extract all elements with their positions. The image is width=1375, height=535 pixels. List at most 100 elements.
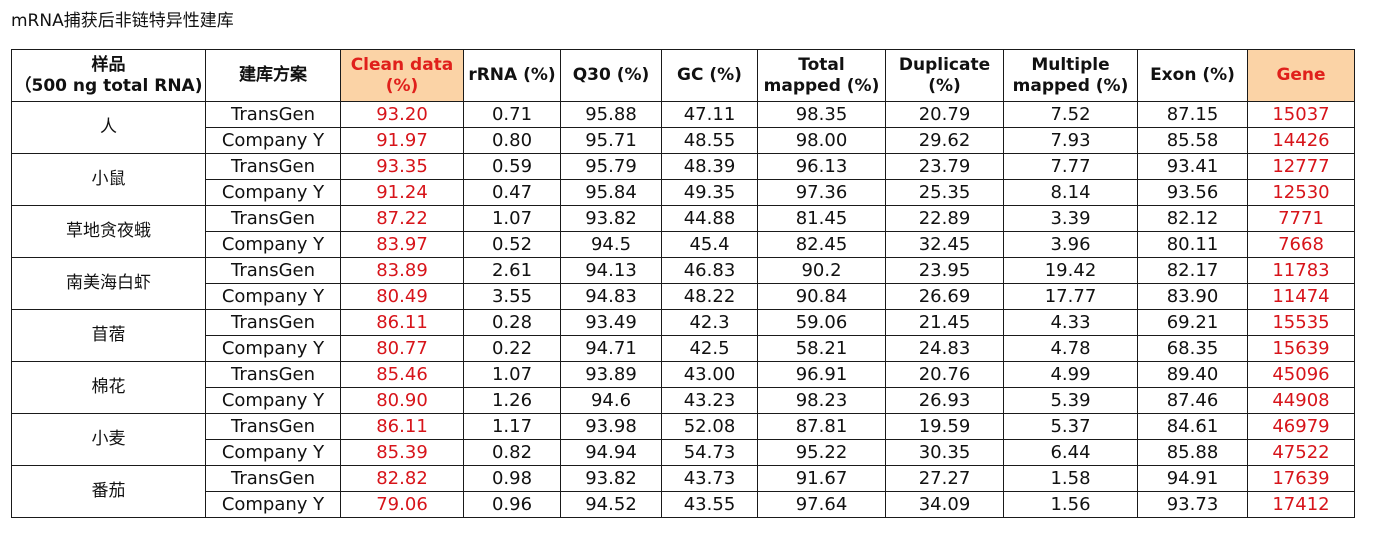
clean-data-cell: 80.90 bbox=[340, 387, 464, 414]
scheme-cell: Company Y bbox=[205, 179, 341, 206]
scheme-cell: TransGen bbox=[205, 413, 341, 440]
header-exon: Exon (%) bbox=[1137, 49, 1248, 102]
exon-cell: 94.91 bbox=[1137, 465, 1248, 492]
duplicate-cell: 26.93 bbox=[885, 387, 1004, 414]
header-gc: GC (%) bbox=[661, 49, 758, 102]
clean-data-cell: 82.82 bbox=[340, 465, 464, 492]
scheme-cell: Company Y bbox=[205, 335, 341, 362]
exon-cell: 93.73 bbox=[1137, 491, 1248, 518]
header-clean-data: Clean data (%) bbox=[340, 49, 464, 102]
q30-cell: 94.5 bbox=[560, 231, 662, 258]
rrna-cell: 0.59 bbox=[463, 153, 561, 180]
exon-cell: 82.17 bbox=[1137, 257, 1248, 284]
gene-cell: 11474 bbox=[1247, 283, 1355, 310]
scheme-cell: TransGen bbox=[205, 361, 341, 388]
rrna-cell: 0.82 bbox=[463, 439, 561, 466]
gc-cell: 54.73 bbox=[661, 439, 758, 466]
scheme-cell: TransGen bbox=[205, 465, 341, 492]
clean-data-cell: 80.77 bbox=[340, 335, 464, 362]
table-row: 草地贪夜蛾 TransGen 87.22 1.07 93.82 44.88 81.45 22.… bbox=[11, 205, 1355, 258]
clean-data-cell: 87.22 bbox=[340, 205, 464, 232]
exon-cell: 93.41 bbox=[1137, 153, 1248, 180]
rrna-cell: 1.17 bbox=[463, 413, 561, 440]
total-mapped-cell: 95.22 bbox=[757, 439, 886, 466]
rrna-cell: 0.52 bbox=[463, 231, 561, 258]
header-dup-line-1: Duplicate bbox=[898, 54, 991, 75]
clean-data-cell: 83.97 bbox=[340, 231, 464, 258]
total-mapped-cell: 87.81 bbox=[757, 413, 886, 440]
header-row: 样品 （500 ng total RNA) 建库方案 Clean data (%… bbox=[11, 49, 1355, 102]
table-row: 苜蓿 TransGen 86.11 0.28 93.49 42.3 59.06 21.45 4.… bbox=[11, 309, 1355, 362]
total-mapped-cell: 98.00 bbox=[757, 127, 886, 154]
gc-cell: 45.4 bbox=[661, 231, 758, 258]
table-row: Company Y 79.06 0.96 94.52 43.55 97.64 34.09 1.… bbox=[12, 491, 1355, 518]
duplicate-cell: 27.27 bbox=[885, 465, 1004, 492]
clean-data-cell: 91.24 bbox=[340, 179, 464, 206]
exon-cell: 87.46 bbox=[1137, 387, 1248, 414]
species-cell: 小鼠 bbox=[11, 153, 206, 206]
scheme-cell: TransGen bbox=[205, 309, 341, 336]
duplicate-cell: 20.79 bbox=[885, 101, 1004, 128]
clean-data-cell: 93.35 bbox=[340, 153, 464, 180]
header-total-mapped: Total mapped (%) bbox=[757, 49, 886, 102]
scheme-cell: Company Y bbox=[205, 387, 341, 414]
total-mapped-cell: 98.35 bbox=[757, 101, 886, 128]
header-q30: Q30 (%) bbox=[560, 49, 662, 102]
header-total-line-1: Total bbox=[798, 54, 845, 75]
multiple-mapped-cell: 1.56 bbox=[1003, 491, 1138, 518]
clean-data-cell: 93.20 bbox=[340, 101, 464, 128]
exon-cell: 68.35 bbox=[1137, 335, 1248, 362]
gc-cell: 42.3 bbox=[661, 309, 758, 336]
duplicate-cell: 21.45 bbox=[885, 309, 1004, 336]
scheme-cell: TransGen bbox=[205, 205, 341, 232]
gc-cell: 48.55 bbox=[661, 127, 758, 154]
header-clean-line-1: Clean data bbox=[350, 54, 454, 75]
rrna-cell: 0.96 bbox=[463, 491, 561, 518]
header-dup-line-2: (%) bbox=[928, 75, 961, 96]
species-cell: 棉花 bbox=[11, 361, 206, 414]
gc-cell: 43.73 bbox=[661, 465, 758, 492]
scheme-cell: Company Y bbox=[205, 127, 341, 154]
multiple-mapped-cell: 5.37 bbox=[1003, 413, 1138, 440]
exon-cell: 87.15 bbox=[1137, 101, 1248, 128]
scheme-cell: Company Y bbox=[205, 231, 341, 258]
species-cell: 小麦 bbox=[11, 413, 206, 466]
gene-cell: 14426 bbox=[1247, 127, 1355, 154]
exon-cell: 83.90 bbox=[1137, 283, 1248, 310]
gc-cell: 44.88 bbox=[661, 205, 758, 232]
multiple-mapped-cell: 19.42 bbox=[1003, 257, 1138, 284]
exon-cell: 80.11 bbox=[1137, 231, 1248, 258]
gene-cell: 15037 bbox=[1247, 101, 1355, 128]
clean-data-cell: 83.89 bbox=[340, 257, 464, 284]
exon-cell: 84.61 bbox=[1137, 413, 1248, 440]
rrna-cell: 3.55 bbox=[463, 283, 561, 310]
multiple-mapped-cell: 4.33 bbox=[1003, 309, 1138, 336]
rrna-cell: 0.28 bbox=[463, 309, 561, 336]
total-mapped-cell: 91.67 bbox=[757, 465, 886, 492]
exon-cell: 85.88 bbox=[1137, 439, 1248, 466]
total-mapped-cell: 81.45 bbox=[757, 205, 886, 232]
total-mapped-cell: 97.36 bbox=[757, 179, 886, 206]
q30-cell: 94.83 bbox=[560, 283, 662, 310]
species-cell: 番茄 bbox=[11, 465, 206, 518]
multiple-mapped-cell: 3.39 bbox=[1003, 205, 1138, 232]
q30-cell: 95.79 bbox=[560, 153, 662, 180]
gene-cell: 15639 bbox=[1247, 335, 1355, 362]
page-title: mRNA捕获后非链特异性建库 bbox=[11, 11, 234, 31]
table-row: 小鼠 TransGen 93.35 0.59 95.79 48.39 96.13 23.79 7… bbox=[11, 153, 1355, 206]
table-row: Company Y 80.90 1.26 94.6 43.23 98.23 26.93 5.3… bbox=[12, 387, 1355, 414]
duplicate-cell: 20.76 bbox=[885, 361, 1004, 388]
duplicate-cell: 32.45 bbox=[885, 231, 1004, 258]
table-row: Company Y 83.97 0.52 94.5 45.4 82.45 32.45 3.96… bbox=[12, 231, 1355, 258]
multiple-mapped-cell: 6.44 bbox=[1003, 439, 1138, 466]
gene-cell: 44908 bbox=[1247, 387, 1355, 414]
table-row: 棉花 TransGen 85.46 1.07 93.89 43.00 96.91 20.76 4… bbox=[11, 361, 1355, 414]
q30-cell: 95.84 bbox=[560, 179, 662, 206]
table-row: Company Y 91.97 0.80 95.71 48.55 98.00 29.62 7.… bbox=[12, 127, 1355, 154]
header-sample: 样品 （500 ng total RNA) bbox=[11, 49, 206, 102]
total-mapped-cell: 90.84 bbox=[757, 283, 886, 310]
total-mapped-cell: 82.45 bbox=[757, 231, 886, 258]
total-mapped-cell: 90.2 bbox=[757, 257, 886, 284]
table-row: 番茄 TransGen 82.82 0.98 93.82 43.73 91.67 27.27 1… bbox=[11, 465, 1355, 518]
q30-cell: 94.6 bbox=[560, 387, 662, 414]
